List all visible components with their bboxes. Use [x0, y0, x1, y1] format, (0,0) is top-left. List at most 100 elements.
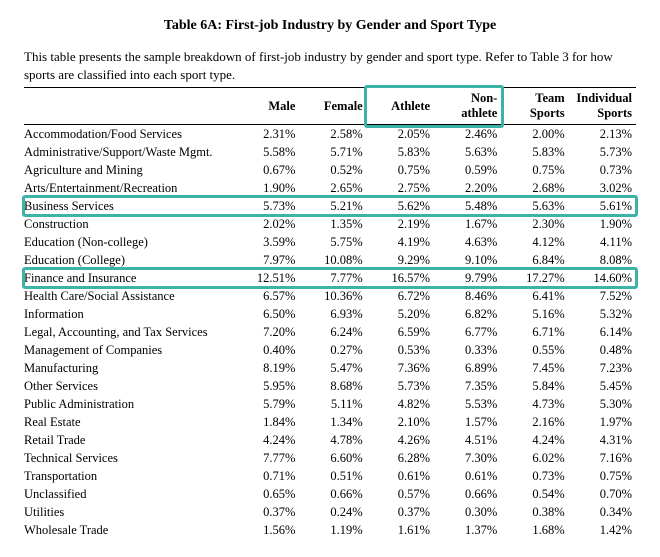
table-row: Wholesale Trade1.56%1.19%1.61%1.37%1.68%… — [24, 521, 636, 539]
table-row: Accommodation/Food Services2.31%2.58%2.0… — [24, 125, 636, 144]
cell-value: 0.34% — [569, 503, 636, 521]
cell-value: 6.72% — [367, 287, 434, 305]
cell-value: 0.51% — [299, 467, 366, 485]
cell-value: 2.31% — [232, 125, 299, 144]
cell-value: 0.37% — [367, 503, 434, 521]
table-caption: This table presents the sample breakdown… — [24, 48, 636, 83]
cell-value: 8.08% — [569, 251, 636, 269]
cell-value: 2.05% — [367, 125, 434, 144]
table-row: Administrative/Support/Waste Mgmt.5.58%5… — [24, 143, 636, 161]
cell-value: 2.58% — [299, 125, 366, 144]
row-label: Unclassified — [24, 485, 232, 503]
table-row: Real Estate1.84%1.34%2.10%1.57%2.16%1.97… — [24, 413, 636, 431]
table-row: Public Administration5.79%5.11%4.82%5.53… — [24, 395, 636, 413]
table-row: Retail Trade4.24%4.78%4.26%4.51%4.24%4.3… — [24, 431, 636, 449]
cell-value: 6.28% — [367, 449, 434, 467]
cell-value: 2.46% — [434, 125, 501, 144]
cell-value: 1.67% — [434, 215, 501, 233]
cell-value: 7.23% — [569, 359, 636, 377]
row-label: Retail Trade — [24, 431, 232, 449]
cell-value: 7.20% — [232, 323, 299, 341]
cell-value: 4.73% — [501, 395, 568, 413]
cell-value: 12.51% — [232, 269, 299, 287]
table-title: Table 6A: First-job Industry by Gender a… — [24, 18, 636, 34]
cell-value: 8.46% — [434, 287, 501, 305]
cell-value: 2.00% — [501, 125, 568, 144]
cell-value: 0.66% — [299, 485, 366, 503]
cell-value: 5.73% — [367, 377, 434, 395]
table-row: Unclassified0.65%0.66%0.57%0.66%0.54%0.7… — [24, 485, 636, 503]
table-row: Information6.50%6.93%5.20%6.82%5.16%5.32… — [24, 305, 636, 323]
cell-value: 1.84% — [232, 413, 299, 431]
col-header: Male — [232, 88, 299, 125]
cell-value: 0.71% — [232, 467, 299, 485]
cell-value: 5.63% — [434, 143, 501, 161]
cell-value: 0.75% — [367, 161, 434, 179]
row-label: Other Services — [24, 377, 232, 395]
cell-value: 5.47% — [299, 359, 366, 377]
cell-value: 2.13% — [569, 125, 636, 144]
cell-value: 7.45% — [501, 359, 568, 377]
table-row: Legal, Accounting, and Tax Services7.20%… — [24, 323, 636, 341]
col-header-industry — [24, 88, 232, 125]
cell-value: 5.75% — [299, 233, 366, 251]
cell-value: 8.68% — [299, 377, 366, 395]
cell-value: 5.21% — [299, 197, 366, 215]
table-row: Construction2.02%1.35%2.19%1.67%2.30%1.9… — [24, 215, 636, 233]
cell-value: 0.53% — [367, 341, 434, 359]
cell-value: 5.83% — [367, 143, 434, 161]
cell-value: 0.73% — [569, 161, 636, 179]
cell-value: 5.30% — [569, 395, 636, 413]
cell-value: 6.24% — [299, 323, 366, 341]
cell-value: 2.68% — [501, 179, 568, 197]
col-header: Non-athlete — [434, 88, 501, 125]
cell-value: 5.53% — [434, 395, 501, 413]
cell-value: 3.59% — [232, 233, 299, 251]
cell-value: 2.20% — [434, 179, 501, 197]
cell-value: 6.77% — [434, 323, 501, 341]
data-table: MaleFemaleAthleteNon-athleteTeamSportsIn… — [24, 87, 636, 539]
cell-value: 6.14% — [569, 323, 636, 341]
cell-value: 0.48% — [569, 341, 636, 359]
table-row: Finance and Insurance12.51%7.77%16.57%9.… — [24, 269, 636, 287]
row-label: Information — [24, 305, 232, 323]
cell-value: 1.56% — [232, 521, 299, 539]
row-label: Transportation — [24, 467, 232, 485]
cell-value: 4.78% — [299, 431, 366, 449]
cell-value: 5.45% — [569, 377, 636, 395]
cell-value: 10.08% — [299, 251, 366, 269]
row-label: Manufacturing — [24, 359, 232, 377]
col-header: Athlete — [367, 88, 434, 125]
table-row: Arts/Entertainment/Recreation1.90%2.65%2… — [24, 179, 636, 197]
cell-value: 0.52% — [299, 161, 366, 179]
cell-value: 4.51% — [434, 431, 501, 449]
table-row: Utilities0.37%0.24%0.37%0.30%0.38%0.34% — [24, 503, 636, 521]
cell-value: 2.19% — [367, 215, 434, 233]
row-label: Health Care/Social Assistance — [24, 287, 232, 305]
cell-value: 0.75% — [501, 161, 568, 179]
cell-value: 9.10% — [434, 251, 501, 269]
cell-value: 7.77% — [232, 449, 299, 467]
cell-value: 1.37% — [434, 521, 501, 539]
cell-value: 6.41% — [501, 287, 568, 305]
row-label: Accommodation/Food Services — [24, 125, 232, 144]
row-label: Education (College) — [24, 251, 232, 269]
cell-value: 0.33% — [434, 341, 501, 359]
row-label: Arts/Entertainment/Recreation — [24, 179, 232, 197]
cell-value: 4.19% — [367, 233, 434, 251]
cell-value: 1.61% — [367, 521, 434, 539]
row-label: Utilities — [24, 503, 232, 521]
cell-value: 5.58% — [232, 143, 299, 161]
cell-value: 9.29% — [367, 251, 434, 269]
cell-value: 4.11% — [569, 233, 636, 251]
cell-value: 9.79% — [434, 269, 501, 287]
cell-value: 0.61% — [434, 467, 501, 485]
cell-value: 0.59% — [434, 161, 501, 179]
cell-value: 17.27% — [501, 269, 568, 287]
cell-value: 4.82% — [367, 395, 434, 413]
cell-value: 2.30% — [501, 215, 568, 233]
cell-value: 5.48% — [434, 197, 501, 215]
cell-value: 0.75% — [569, 467, 636, 485]
cell-value: 5.95% — [232, 377, 299, 395]
cell-value: 0.61% — [367, 467, 434, 485]
